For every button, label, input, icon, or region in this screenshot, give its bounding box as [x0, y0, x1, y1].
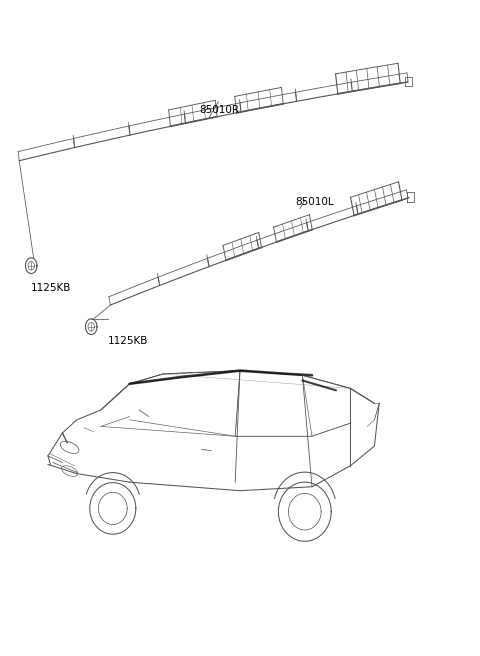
Text: 1125KB: 1125KB — [31, 283, 72, 293]
Text: 1125KB: 1125KB — [108, 336, 148, 346]
Text: 85010R: 85010R — [199, 105, 239, 115]
Text: 85010L: 85010L — [295, 197, 334, 207]
